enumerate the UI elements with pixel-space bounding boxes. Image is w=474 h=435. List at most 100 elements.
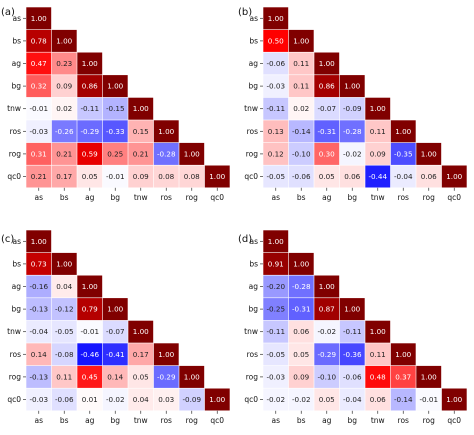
heatmap-cell [441, 165, 467, 188]
heatmap-cell [365, 165, 391, 188]
heatmap-cell [102, 120, 128, 143]
cell-value-label: -0.11 [343, 327, 362, 336]
cell-value-label: -0.10 [317, 372, 336, 381]
heatmap-cell [339, 165, 365, 188]
heatmap-cell [339, 97, 365, 120]
heatmap-cell [153, 343, 179, 366]
y-tick-label: rog [246, 149, 259, 158]
cell-value-label: -0.02 [106, 395, 125, 404]
y-tick-label: bs [12, 259, 21, 268]
heatmap-cell [365, 320, 391, 343]
heatmap-cell [416, 365, 442, 388]
heatmap-cell [128, 97, 154, 120]
heatmap-cell [263, 120, 289, 143]
heatmap-cell [263, 165, 289, 188]
y-tick-label: bg [11, 82, 21, 91]
heatmap-cell [102, 343, 128, 366]
heatmap-cell [288, 52, 314, 75]
cell-value-label: 0.11 [293, 59, 309, 68]
cell-value-label: -0.06 [266, 59, 285, 68]
cell-value-label: 1.00 [268, 237, 284, 246]
cell-value-label: 1.00 [319, 282, 335, 291]
heatmap-cell [77, 343, 103, 366]
cell-value-label: -0.33 [106, 127, 125, 136]
cell-value-label: 0.48 [370, 372, 386, 381]
heatmap-cell [128, 320, 154, 343]
cell-value-label: 1.00 [319, 59, 335, 68]
heatmap-cell [314, 343, 340, 366]
cell-value-label: -0.11 [266, 104, 285, 113]
heatmap-cell [179, 165, 205, 188]
cell-value-label: 1.00 [158, 127, 174, 136]
heatmap-cell [77, 165, 103, 188]
heatmap-cell [26, 7, 52, 30]
heatmap-cell [179, 388, 205, 411]
heatmap-cell [77, 298, 103, 321]
heatmap-cell [102, 142, 128, 165]
heatmap-cell [102, 165, 128, 188]
heatmap-cell [102, 97, 128, 120]
heatmap-cell [288, 165, 314, 188]
heatmap-cell [153, 142, 179, 165]
y-tick-label: qc0 [244, 395, 258, 404]
heatmap-cell [314, 298, 340, 321]
heatmap-cell [26, 365, 52, 388]
heatmap-cell [288, 75, 314, 98]
heatmap-panel-2: (b) 1.00 0.50 1.00 -0.06 0.11 1.00 -0.03 0.11 0.8… [238, 7, 467, 202]
cell-value-label: -0.06 [55, 395, 74, 404]
x-tick-label: tnw [371, 416, 385, 425]
heatmap-cell [314, 75, 340, 98]
cell-value-label: 0.02 [293, 104, 309, 113]
heatmap-cell [128, 142, 154, 165]
cell-value-label: 0.12 [268, 149, 284, 158]
heatmap-cell [263, 298, 289, 321]
heatmap-cell [314, 52, 340, 75]
cell-value-label: -0.41 [106, 350, 125, 359]
heatmap-cell [102, 365, 128, 388]
cell-value-label: -0.07 [106, 327, 125, 336]
y-tick-label: ros [247, 350, 259, 359]
cell-value-label: 0.25 [107, 149, 123, 158]
heatmap-cell [288, 298, 314, 321]
cell-value-label: -0.02 [317, 327, 336, 336]
heatmap-cell [288, 120, 314, 143]
heatmap-cell [263, 142, 289, 165]
cell-value-label: 1.00 [56, 36, 72, 45]
cell-value-label: -0.29 [317, 350, 336, 359]
cell-value-label: -0.26 [55, 127, 74, 136]
heatmap-cell [339, 343, 365, 366]
heatmap-cell [263, 252, 289, 275]
heatmap-cell [51, 97, 77, 120]
heatmap-cell [77, 388, 103, 411]
y-tick-label: ros [10, 350, 22, 359]
heatmap-cell [288, 343, 314, 366]
y-tick-label: tnw [244, 104, 258, 113]
cell-value-label: 0.59 [82, 149, 98, 158]
heatmap-cell [51, 275, 77, 298]
heatmap-cell [416, 142, 442, 165]
cell-value-label: 0.17 [56, 172, 72, 181]
cell-value-label: 1.00 [421, 149, 437, 158]
x-tick-label: ag [85, 193, 95, 202]
cell-value-label: 0.04 [56, 282, 72, 291]
cell-value-label: 1.00 [184, 149, 200, 158]
cell-value-label: 0.06 [293, 327, 309, 336]
y-tick-label: tnw [244, 327, 258, 336]
heatmap-cell [288, 252, 314, 275]
cell-value-label: -0.08 [55, 350, 74, 359]
x-tick-label: ag [322, 193, 332, 202]
cell-value-label: -0.04 [394, 172, 413, 181]
cell-value-label: 0.06 [344, 172, 360, 181]
heatmap-cell [26, 298, 52, 321]
heatmap-cell [263, 365, 289, 388]
x-tick-label: as [271, 416, 280, 425]
heatmap-cell [26, 29, 52, 52]
heatmap-cell [314, 275, 340, 298]
cell-value-label: 1.00 [56, 259, 72, 268]
panel-label: (a) [1, 7, 15, 18]
y-tick-label: rog [246, 372, 259, 381]
x-tick-label: rog [423, 193, 436, 202]
heatmap-cell [204, 388, 230, 411]
heatmap-cell [390, 142, 416, 165]
cell-value-label: -0.11 [80, 104, 99, 113]
